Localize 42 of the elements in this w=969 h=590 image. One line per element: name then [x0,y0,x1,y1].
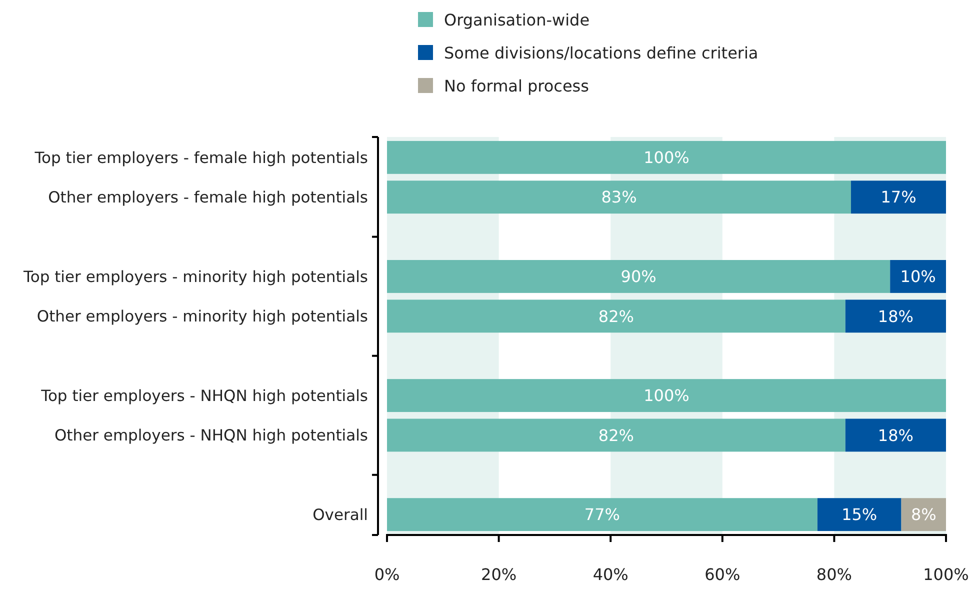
bar [387,140,946,174]
legend-label: Some divisions/locations define criteria [444,44,758,63]
y-tick-label: Other employers - minority high potentials [36,308,368,326]
data-label: 8% [910,505,936,524]
bar [817,498,902,532]
x-tick-label: 0% [374,565,400,584]
legend-label: Organisation-wide [444,10,590,30]
bar [387,180,851,214]
y-tick-label: Overall [312,506,368,524]
data-label: 82% [598,426,634,445]
y-tick-label: Top tier employers - NHQN high potentials [40,386,368,405]
data-label: 83% [601,188,637,207]
bar [387,260,890,293]
y-tick-label: Top tier employers - female high potentials [34,148,368,167]
legend-label: No formal process [444,76,589,96]
data-label: 90% [620,267,656,286]
bar [387,498,818,532]
y-tick-label: Other employers - female high potentials [48,188,368,207]
data-label: 18% [878,306,914,326]
bar [387,300,846,333]
y-tick-label: Top tier employers - minority high potentials [22,268,368,286]
bar [901,498,946,532]
bar [387,418,846,452]
data-label: 18% [878,426,914,445]
y-tick-label: Other employers - NHQN high potentials [54,426,368,445]
bar [850,180,946,214]
bar [387,379,946,412]
data-label: 15% [842,505,878,524]
x-tick-label: 100% [923,565,969,584]
x-tick-label: 20% [481,565,517,584]
bar [845,418,946,452]
data-label: 100% [644,148,690,168]
data-label: 100% [644,386,690,406]
x-tick-label: 40% [592,565,628,584]
data-label: 77% [584,505,620,524]
data-label: 82% [598,306,634,326]
data-label: 17% [880,188,916,207]
bar [890,260,946,293]
x-tick-label: 60% [704,565,740,584]
data-label: 10% [900,267,936,286]
x-tick-label: 80% [816,565,852,584]
bar [845,300,946,333]
